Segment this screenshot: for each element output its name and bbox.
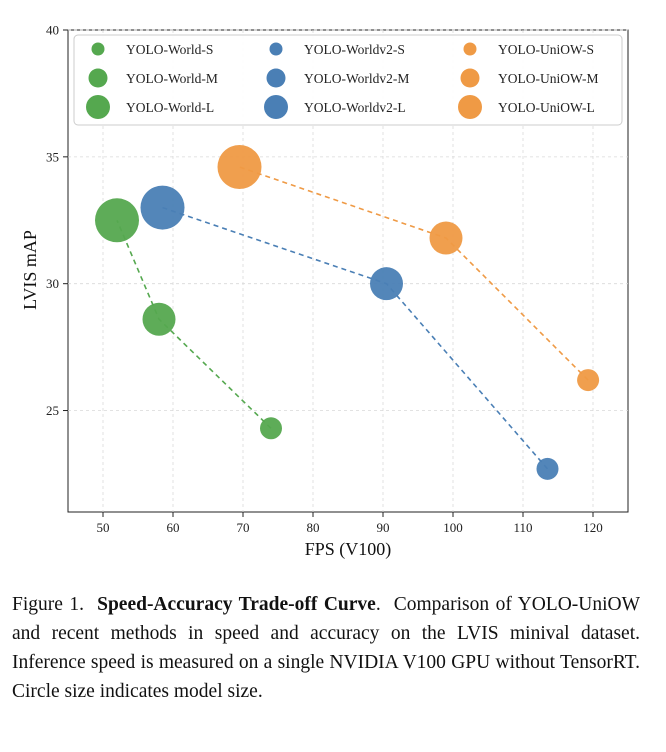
caption-title: Speed-Accuracy Trade-off Curve [97,594,376,615]
legend-marker [86,95,110,119]
legend-label: YOLO-World-M [126,71,218,86]
legend-label: YOLO-UniOW-L [498,100,595,115]
data-point [95,198,139,243]
x-axis: 50 60 70 80 90 100 110 120 [97,512,603,535]
data-point [536,457,559,480]
speed-accuracy-chart: 50 60 70 80 90 100 110 120 25 30 35 40 YOLO-World-… [20,23,629,560]
data-points [95,144,600,480]
legend-label: YOLO-World-S [126,42,213,57]
legend: YOLO-World-S YOLO-World-M YOLO-World-L YOLO… [73,34,623,126]
data-point [577,369,600,392]
x-tick-label: 100 [443,520,463,535]
data-point [260,417,282,440]
legend-box [73,34,623,126]
caption-prefix: Figure 1. [12,594,85,615]
y-tick-label: 30 [46,276,59,291]
legend-marker [460,68,480,88]
plot-border [67,29,629,513]
data-point [429,221,463,255]
y-axis: 25 30 35 40 [46,23,68,418]
x-tick-label: 80 [307,520,320,535]
series-line [162,206,549,470]
plot-area [67,29,629,513]
y-tick-label: 35 [46,149,59,164]
y-tick-label: 40 [46,23,59,38]
x-tick-label: 70 [237,520,250,535]
legend-label: YOLO-UniOW-S [498,42,594,57]
series-line [239,166,589,381]
legend-marker [91,42,105,56]
x-tick-label: 120 [583,520,603,535]
data-point [370,267,403,301]
legend-marker [269,42,283,56]
series-line [116,219,272,429]
caption-text: Comparison of YOLO-UniOW and recent meth… [12,594,641,702]
legend-marker [458,95,482,119]
legend-label: YOLO-World-L [126,100,214,115]
x-axis-label: FPS (V100) [305,539,392,560]
legend-marker [463,42,477,56]
y-axis-label: LVIS mAP [20,230,40,310]
legend-marker [88,68,108,88]
legend-label: YOLO-Worldv2-M [304,71,409,86]
x-tick-label: 110 [513,520,532,535]
x-tick-label: 90 [377,520,390,535]
legend-label: YOLO-Worldv2-S [304,42,405,57]
x-tick-label: 50 [97,520,110,535]
legend-label: YOLO-UniOW-M [498,71,599,86]
data-point [140,185,185,230]
x-tick-label: 60 [167,520,180,535]
figure-caption: Figure 1. Speed-Accuracy Trade-off Curve… [12,594,641,702]
legend-marker [266,68,286,88]
legend-label: YOLO-Worldv2-L [304,100,406,115]
series-lines [116,166,589,470]
data-point [217,144,262,189]
legend-marker [264,95,288,119]
y-tick-label: 25 [46,403,59,418]
data-point [142,302,176,336]
